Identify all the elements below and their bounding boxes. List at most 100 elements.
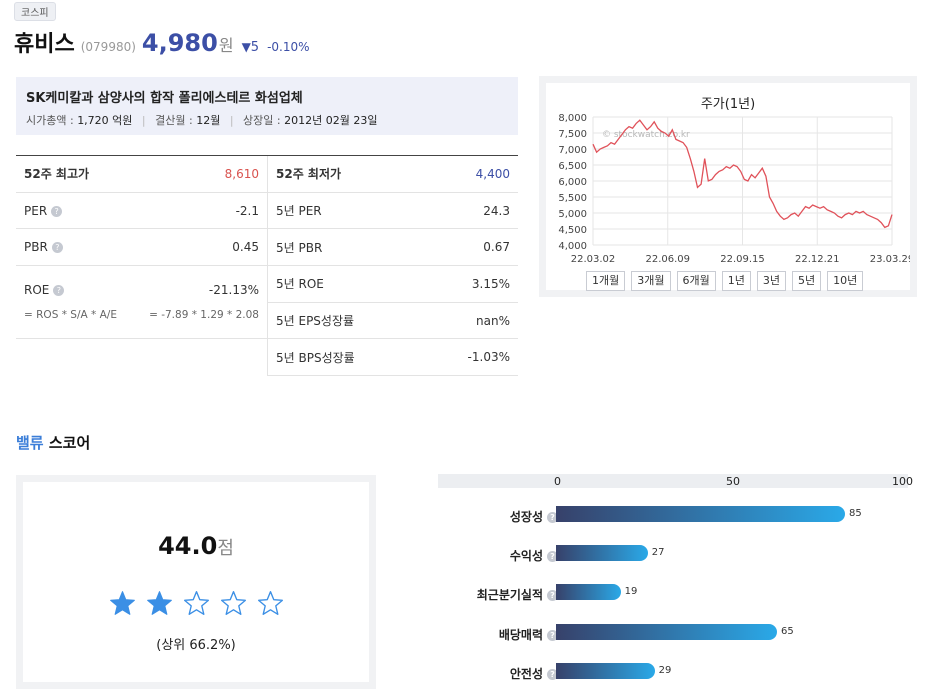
price-chart-panel: 주가(1년) 8,000 7,500 7,000 6,500 6,000 5,500 5,0… <box>539 76 917 297</box>
table-row: 5년 EPS성장률 nan% <box>268 303 518 340</box>
price-chart-svg: 8,000 7,500 7,000 6,500 6,000 5,500 5,000 4,500… <box>558 113 910 265</box>
score-bar-value: 85 <box>849 508 862 519</box>
price-chart: 주가(1년) 8,000 7,500 7,000 6,500 6,000 5,500 5,0… <box>546 83 910 291</box>
y-tick-label: 4,500 <box>558 225 587 236</box>
y-tick-label: 6,500 <box>558 161 587 172</box>
score-bar <box>556 584 621 600</box>
help-icon[interactable]: ? <box>53 285 65 297</box>
roe-formula-value: = -7.89 * 1.29 * 2.08 <box>149 309 259 322</box>
x-tick-label: 22.06.09 <box>645 254 690 265</box>
score-bar-row: 배당매력? 65 <box>438 624 908 642</box>
score-bar-value: 19 <box>624 586 638 597</box>
score-bar-label: 최근분기실적? <box>477 586 558 603</box>
star-filled-icon <box>109 591 135 615</box>
table-row: 5년 BPS성장률 -1.03% <box>268 339 518 377</box>
help-icon[interactable]: ? <box>51 205 63 217</box>
axis-tick-label: 0 <box>554 475 561 488</box>
ratio-label: 5년 PBR <box>276 240 323 255</box>
x-tick-label: 22.09.15 <box>720 254 765 265</box>
star-empty-icon <box>220 591 246 615</box>
down-arrow-icon: ▼ <box>241 40 251 54</box>
help-icon[interactable]: ? <box>51 242 63 254</box>
ratio-value: 3.15% <box>471 276 510 291</box>
y-tick-label: 7,500 <box>558 129 587 140</box>
listing-label: 상장일 : <box>243 114 281 127</box>
stock-code: (079980) <box>80 40 136 54</box>
value-score-title-rest: 스코어 <box>48 434 91 452</box>
stock-price: 4,980 <box>141 29 218 57</box>
star-empty-icon <box>183 591 209 615</box>
period-button[interactable]: 6개월 <box>676 271 716 291</box>
ratio-table: 52주 최고가 8,610 PER? -2.1 PBR? 0.45 ROE? -… <box>16 155 518 377</box>
change-percent: -0.10% <box>267 40 310 54</box>
help-icon[interactable]: ? <box>547 630 558 641</box>
table-row: 52주 최고가 8,610 <box>16 156 267 193</box>
ratio-value: 8,610 <box>224 166 259 181</box>
help-icon[interactable]: ? <box>547 590 558 601</box>
period-button[interactable]: 3개월 <box>631 271 671 291</box>
ratio-value: 4,400 <box>475 166 510 181</box>
score-unit: 점 <box>217 538 234 559</box>
value-score-title: 밸류 스코어 <box>16 432 90 453</box>
company-summary: SK케미칼과 삼양사의 합작 폴리에스테르 화섬업체 시가총액 : 1,720 … <box>16 77 518 135</box>
market-cap-label: 시가총액 : <box>26 114 74 127</box>
ratio-value: 24.3 <box>483 203 510 218</box>
score-bar-value: 65 <box>781 626 794 637</box>
company-description: SK케미칼과 삼양사의 합작 폴리에스테르 화섬업체 <box>26 91 303 106</box>
table-row: 52주 최저가 4,400 <box>268 156 518 193</box>
star-rating <box>23 590 369 617</box>
ratio-label: ROE <box>24 283 50 298</box>
price-chart-title: 주가(1년) <box>700 97 756 112</box>
score-bar-label: 수익성? <box>510 547 558 564</box>
table-row: 5년 PER 24.3 <box>268 193 518 230</box>
score-bar-label: 성장성? <box>510 508 558 525</box>
fiscal-value: 12월 <box>196 114 221 127</box>
score-bar-row: 안전성? 29 <box>438 663 908 681</box>
table-row: PBR? 0.45 <box>16 229 267 267</box>
company-meta: 시가총액 : 1,720 억원 | 결산월 : 12월 | 상장일 : 2012… <box>26 114 378 127</box>
period-button[interactable]: 5년 <box>792 271 822 291</box>
ratio-value: -2.1 <box>235 203 259 218</box>
help-icon[interactable]: ? <box>547 512 558 523</box>
score-bar-value: 27 <box>651 547 665 558</box>
table-row: ROE? -21.13% = ROS * S/A * A/E = -7.89 *… <box>16 266 267 340</box>
roe-formula: = ROS * S/A * A/E <box>24 309 117 322</box>
score-panel: 44.0점 (상위 66.2%) <box>16 475 376 689</box>
axis-tick-label: 50 <box>726 475 740 488</box>
score-rank: (상위 66.2%) <box>156 638 236 653</box>
period-button[interactable]: 1년 <box>721 271 751 291</box>
value-score-title-highlight: 밸류 <box>16 434 44 452</box>
ratio-label: 5년 BPS성장률 <box>276 350 355 365</box>
price-unit: 원 <box>218 36 234 55</box>
y-tick-label: 8,000 <box>558 113 587 124</box>
x-tick-label: 22.12.21 <box>795 254 840 265</box>
y-tick-label: 5,000 <box>558 209 587 220</box>
score-bar-row: 성장성? 85 <box>438 506 908 524</box>
help-icon[interactable]: ? <box>547 669 558 680</box>
ratio-label: 5년 EPS성장률 <box>276 314 355 329</box>
price-change: ▼5 <box>242 40 260 55</box>
ratio-value: 0.67 <box>483 240 510 255</box>
market-badge: 코스피 <box>14 2 56 21</box>
star-filled-icon <box>146 591 172 615</box>
score-bar-row: 최근분기실적? 19 <box>438 584 908 602</box>
market-cap-value: 1,720 억원 <box>77 114 133 127</box>
x-tick-label: 23.03.29 <box>870 254 910 265</box>
period-buttons: 1개월 3개월 6개월 1년 3년 5년 10년 <box>586 271 864 291</box>
score-bar-row: 수익성? 27 <box>438 545 908 563</box>
period-button[interactable]: 10년 <box>827 271 864 291</box>
score-value: 44.0점 <box>158 532 234 560</box>
period-button[interactable]: 1개월 <box>586 271 626 291</box>
score-bar-label: 배당매력? <box>499 626 558 643</box>
stock-name: 휴비스 <box>14 32 75 57</box>
score-bar <box>556 545 648 561</box>
ratio-value: -1.03% <box>467 350 510 365</box>
score-bar-chart: 0 50 100 성장성? 85 수익성? 27 최근분기실적? 19 배당매력? 65 안전성? 29 <box>438 474 913 690</box>
listing-value: 2012년 02월 23일 <box>284 114 378 127</box>
table-row: 5년 PBR 0.67 <box>268 229 518 267</box>
help-icon[interactable]: ? <box>547 551 558 562</box>
ratio-label: PBR <box>24 240 48 255</box>
score-bar <box>556 624 777 640</box>
bar-axis <box>438 474 908 488</box>
period-button[interactable]: 3년 <box>756 271 786 291</box>
